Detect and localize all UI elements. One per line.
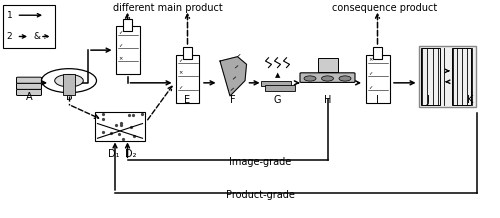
Text: &: & [31, 32, 41, 41]
FancyBboxPatch shape [300, 73, 355, 82]
Text: 2: 2 [6, 32, 12, 41]
FancyBboxPatch shape [366, 55, 390, 103]
Text: 1: 1 [6, 11, 12, 20]
Circle shape [54, 74, 84, 87]
FancyBboxPatch shape [16, 89, 42, 95]
Text: C: C [124, 23, 131, 33]
Text: consequence product: consequence product [332, 3, 438, 13]
FancyBboxPatch shape [261, 81, 291, 86]
Text: F: F [230, 95, 235, 105]
FancyBboxPatch shape [176, 55, 200, 103]
Text: ×: × [178, 71, 182, 76]
Text: K: K [467, 95, 473, 105]
Text: ✓: ✓ [178, 84, 182, 89]
Circle shape [339, 76, 351, 81]
Text: different main product: different main product [112, 3, 222, 13]
Text: H: H [324, 95, 331, 105]
Text: I: I [376, 95, 379, 105]
Text: J: J [426, 95, 429, 105]
Text: ✓: ✓ [368, 71, 372, 76]
Text: Product-grade: Product-grade [226, 190, 294, 200]
FancyBboxPatch shape [2, 5, 55, 48]
FancyBboxPatch shape [373, 47, 382, 59]
Circle shape [304, 76, 316, 81]
Text: ▲: ▲ [275, 72, 280, 78]
FancyBboxPatch shape [116, 26, 140, 74]
FancyBboxPatch shape [318, 58, 338, 72]
Text: D₂: D₂ [125, 149, 137, 159]
Text: D₁: D₁ [108, 149, 120, 159]
Text: B: B [66, 92, 72, 102]
FancyBboxPatch shape [123, 19, 132, 31]
FancyBboxPatch shape [95, 112, 145, 141]
Text: Image-grade: Image-grade [229, 157, 291, 167]
FancyBboxPatch shape [16, 83, 42, 89]
Text: ✓: ✓ [118, 29, 122, 34]
FancyBboxPatch shape [183, 47, 192, 59]
Circle shape [322, 76, 334, 81]
FancyBboxPatch shape [419, 46, 476, 107]
Text: G: G [274, 95, 281, 105]
FancyBboxPatch shape [16, 77, 42, 83]
Text: E: E [184, 95, 190, 105]
Text: A: A [26, 92, 32, 102]
Text: ✓: ✓ [118, 42, 122, 47]
Text: ✓: ✓ [178, 57, 182, 62]
Text: ×: × [368, 57, 372, 62]
FancyBboxPatch shape [63, 74, 75, 95]
Text: ×: × [118, 56, 122, 61]
Polygon shape [220, 57, 246, 96]
FancyBboxPatch shape [265, 85, 295, 91]
Text: ✓: ✓ [368, 84, 372, 89]
